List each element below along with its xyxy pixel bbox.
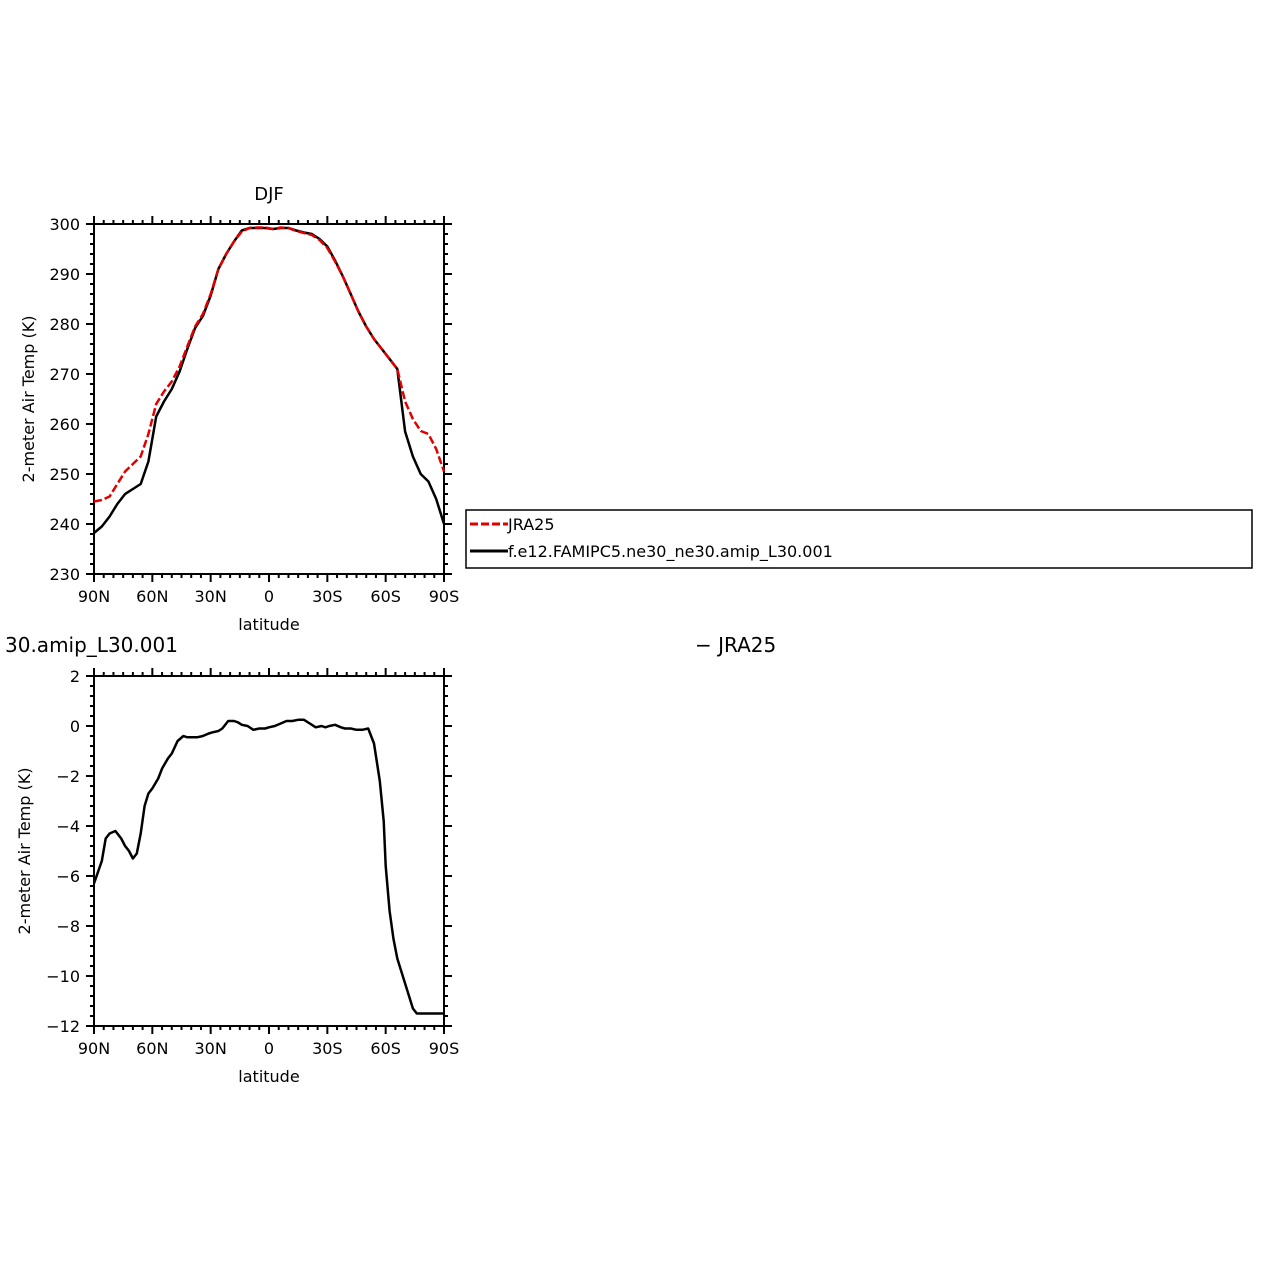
top-x-tick-label: 90N: [78, 587, 110, 606]
top-ticks: 90N 60N 30N 0 30S 60S 90S 230 240 250 260 270 280 290…: [49, 215, 459, 606]
top-y-tick-label: 300: [49, 215, 80, 234]
bottom-series-line-difference: [92, 718, 444, 1015]
top-y-axis-label: 2-meter Air Temp (K): [19, 316, 38, 483]
bottom-y-tick-label: −8: [56, 917, 80, 936]
bottom-x-tick-label: 90N: [78, 1039, 110, 1058]
top-x-tick-label: 90S: [429, 587, 460, 606]
bottom-x-axis-label: latitude: [238, 1067, 299, 1086]
bottom-y-axis-label: 2-meter Air Temp (K): [15, 768, 34, 935]
bottom-y-tick-label: 0: [70, 717, 80, 736]
top-y-tick-label: 240: [49, 515, 80, 534]
bottom-ticks: 90N 60N 30N 0 30S 60S 90S 2 0 −2 −4 −6 −8 −10 −12: [46, 667, 459, 1058]
top-y-tick-label: 230: [49, 565, 80, 584]
top-y-tick-label: 270: [49, 365, 80, 384]
top-x-tick-label: 30S: [312, 587, 343, 606]
top-chart-title: DJF: [254, 184, 284, 205]
top-series-line-jra25: [93, 226, 446, 503]
legend: JRA25 f.e12.FAMIPC5.ne30_ne30.amip_L30.0…: [465, 509, 1253, 569]
bottom-x-tick-label: 60S: [370, 1039, 401, 1058]
legend-label-model: f.e12.FAMIPC5.ne30_ne30.amip_L30.001: [508, 542, 833, 562]
top-x-tick-label: 60S: [370, 587, 401, 606]
top-y-tick-label: 280: [49, 315, 80, 334]
top-x-axis-label: latitude: [238, 615, 299, 634]
top-chart: 90N 60N 30N 0 30S 60S 90S 230 240 250 260 270 280 290…: [19, 184, 459, 634]
bottom-chart: 90N 60N 30N 0 30S 60S 90S 2 0 −2 −4 −6 −8 −10 −12 30.a…: [5, 633, 776, 1086]
top-plot-frame: [93, 223, 445, 575]
legend-label-jra25: JRA25: [507, 515, 555, 534]
bottom-y-tick-label: −10: [46, 967, 80, 986]
bottom-x-tick-label: 0: [264, 1039, 274, 1058]
top-x-tick-label: 60N: [136, 587, 168, 606]
legend-box: [465, 509, 1253, 569]
bottom-y-tick-label: 2: [70, 667, 80, 686]
top-series: [93, 226, 446, 534]
bottom-series: [92, 718, 444, 1015]
bottom-y-tick-label: −2: [56, 767, 80, 786]
bottom-x-tick-label: 60N: [136, 1039, 168, 1058]
bottom-x-tick-label: 30N: [195, 1039, 227, 1058]
top-series-line-f-e12-famipc5-ne30-ne30-amip-l30-001: [93, 226, 446, 534]
top-y-tick-label: 250: [49, 465, 80, 484]
bottom-chart-title-right: − JRA25: [695, 633, 776, 657]
top-y-tick-label: 290: [49, 265, 80, 284]
bottom-chart-title-left: 30.amip_L30.001: [5, 633, 178, 657]
bottom-y-tick-label: −6: [56, 867, 80, 886]
top-y-tick-label: 260: [49, 415, 80, 434]
bottom-x-tick-label: 30S: [312, 1039, 343, 1058]
top-x-tick-label: 0: [264, 587, 274, 606]
bottom-y-tick-label: −12: [46, 1017, 80, 1036]
bottom-y-tick-label: −4: [56, 817, 80, 836]
bottom-x-tick-label: 90S: [429, 1039, 460, 1058]
top-x-tick-label: 30N: [195, 587, 227, 606]
